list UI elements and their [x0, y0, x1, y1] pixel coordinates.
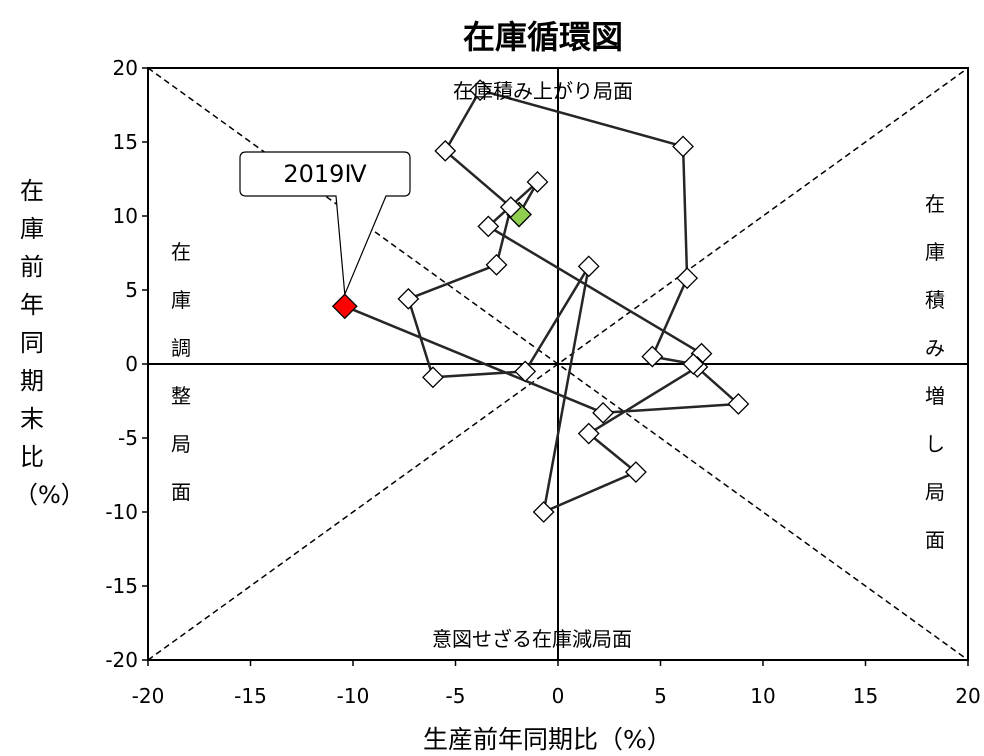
data-point [676, 267, 699, 290]
y-tick-label: -5 [118, 426, 138, 450]
y-tick-label: 0 [125, 352, 138, 376]
data-point [641, 345, 664, 368]
callout-box [239, 151, 411, 295]
data-point [592, 401, 615, 424]
data-point [727, 393, 750, 415]
data-point [469, 79, 492, 102]
data-point [532, 501, 555, 523]
x-tick-label: -5 [446, 684, 466, 708]
y-tick-label: -20 [105, 648, 138, 672]
data-point [499, 196, 522, 219]
y-tick-label: 10 [113, 204, 138, 228]
data-point [624, 461, 647, 483]
y-tick-label: 15 [113, 130, 138, 154]
annotation-top: 在庫積み上がり局面 [453, 79, 633, 103]
y-axis-label: 在庫前年同期末比（%） [14, 177, 85, 509]
y-tick-label: 5 [125, 278, 138, 302]
data-point [477, 215, 500, 238]
data-point [577, 422, 600, 445]
y-tick-label: -10 [105, 500, 138, 524]
callout-label: 2019Ⅳ [283, 160, 367, 188]
y-tick-label: 20 [113, 56, 138, 80]
data-point [682, 353, 705, 375]
x-tick-label: 20 [955, 684, 980, 708]
x-tick-label: -10 [337, 684, 370, 708]
data-point [526, 171, 549, 193]
chart-title: 在庫循環図 [463, 18, 624, 56]
x-tick-label: 5 [654, 684, 667, 708]
data-point [672, 135, 694, 158]
x-tick-label: 10 [750, 684, 775, 708]
data-point [514, 360, 537, 383]
annotation-right: 在庫積み増し局面 [925, 192, 945, 552]
annotation-left: 在庫調整局面 [171, 240, 191, 504]
data-point [422, 366, 444, 389]
x-tick-label: 15 [853, 684, 878, 708]
data-point [485, 253, 508, 276]
data-point [434, 139, 457, 162]
annotation-bottom: 意図せざる在庫減局面 [432, 627, 632, 651]
x-tick-label: 0 [552, 684, 565, 708]
data-point-end [331, 293, 358, 320]
data-point [397, 287, 420, 310]
data-point [577, 255, 600, 278]
y-tick-label: -15 [105, 574, 138, 598]
x-tick-label: -20 [132, 684, 165, 708]
x-axis-label: 生産前年同期比（%） [423, 725, 672, 754]
x-tick-label: -15 [234, 684, 267, 708]
